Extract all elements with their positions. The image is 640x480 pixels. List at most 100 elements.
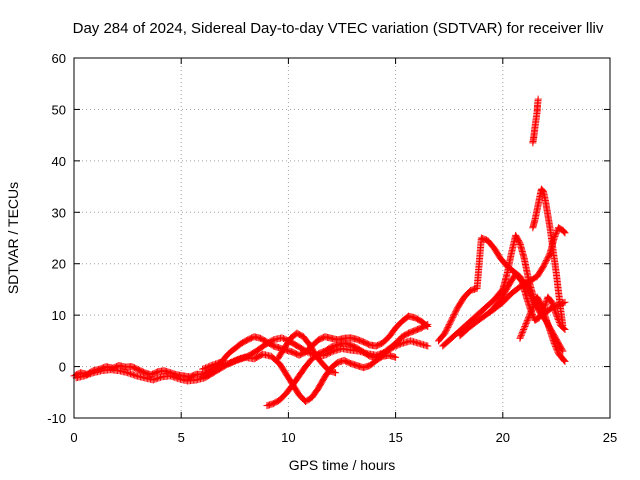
data-point <box>129 371 137 379</box>
x-tick-label: 5 <box>178 430 185 445</box>
data-point <box>449 313 457 321</box>
data-point <box>552 344 560 352</box>
grid <box>74 58 610 418</box>
data-point <box>525 314 533 322</box>
data-point <box>534 95 542 103</box>
data-point <box>125 369 133 377</box>
data-point <box>328 348 336 356</box>
data-series <box>199 350 400 406</box>
y-tick-label: 0 <box>59 360 66 375</box>
data-point <box>86 370 94 378</box>
data-point <box>519 327 527 335</box>
data-point <box>204 363 212 371</box>
data-point <box>201 364 209 372</box>
data-point <box>527 308 535 316</box>
data-point <box>327 349 335 357</box>
data-point <box>553 345 561 353</box>
data-point <box>82 371 90 379</box>
data-point <box>443 325 451 333</box>
chart-title: Day 284 of 2024, Sidereal Day-to-day VTE… <box>73 20 604 37</box>
x-tick-label: 10 <box>281 430 295 445</box>
data-point <box>232 357 240 365</box>
data-point <box>332 369 340 377</box>
data-point <box>517 331 525 339</box>
data-point <box>545 252 553 260</box>
x-tick-label: 0 <box>70 430 77 445</box>
data-point <box>128 370 136 378</box>
data-point <box>558 346 566 354</box>
data-point <box>392 353 400 361</box>
data-point <box>149 376 157 384</box>
data-point <box>230 358 238 366</box>
data-point <box>520 324 528 332</box>
data-point <box>213 359 221 367</box>
data-point <box>171 373 179 381</box>
data-point <box>518 330 526 338</box>
y-tick-label: 30 <box>52 205 66 220</box>
y-tick-label: -10 <box>47 411 66 426</box>
data-point <box>279 334 287 342</box>
data-point <box>447 316 455 324</box>
data-point <box>523 317 531 325</box>
data-point <box>444 322 452 330</box>
data-point <box>529 302 537 310</box>
y-axis-label: SDTVAR / TECUs <box>5 182 21 294</box>
data-point <box>442 328 450 336</box>
x-tick-label: 15 <box>388 430 402 445</box>
data-point <box>233 356 241 364</box>
data-point <box>131 371 139 379</box>
data-point <box>227 359 235 367</box>
data-point <box>229 358 237 366</box>
data-point <box>516 334 524 342</box>
data-point <box>169 373 177 381</box>
data-point <box>88 369 96 377</box>
data-point <box>84 371 92 379</box>
data-point <box>552 311 560 319</box>
data-point <box>521 321 529 329</box>
data-point <box>203 363 211 371</box>
data-series <box>274 329 340 377</box>
data-point <box>452 306 460 314</box>
data-point <box>424 342 432 350</box>
data-point <box>518 328 526 336</box>
data-point <box>550 339 558 347</box>
data-point <box>124 369 132 377</box>
y-tick-label: 50 <box>52 102 66 117</box>
data-point <box>543 255 551 263</box>
data-point <box>560 357 568 365</box>
data-point <box>553 347 561 355</box>
data-point <box>528 305 536 313</box>
data-point <box>424 320 432 328</box>
data-point <box>553 228 561 236</box>
data-point <box>561 357 569 365</box>
data-point <box>540 262 548 270</box>
data-point <box>450 311 458 319</box>
data-point <box>151 375 159 383</box>
data-point <box>531 299 539 307</box>
data-point <box>445 321 453 329</box>
data-point <box>209 361 217 369</box>
data-point <box>525 312 533 320</box>
data-point <box>542 258 550 266</box>
data-point <box>207 362 215 370</box>
data-point <box>559 321 567 329</box>
data-series <box>263 320 432 410</box>
x-axis-label: GPS time / hours <box>289 457 396 473</box>
data-point <box>172 374 180 382</box>
data-point <box>542 257 550 265</box>
x-tick-label: 25 <box>603 430 617 445</box>
data-point <box>448 315 456 323</box>
data-series <box>529 185 567 329</box>
data-points <box>70 95 569 410</box>
axis-ticks: 0 5 10 15 20 25 -10 0 10 20 30 40 50 60 <box>47 51 617 445</box>
x-tick-label: 20 <box>496 430 510 445</box>
data-series <box>529 95 542 147</box>
data-point <box>551 341 559 349</box>
data-point <box>206 362 214 370</box>
data-point <box>524 315 532 323</box>
data-point <box>446 319 454 327</box>
data-point <box>530 300 538 308</box>
y-tick-label: 60 <box>52 51 66 66</box>
data-point <box>526 311 534 319</box>
